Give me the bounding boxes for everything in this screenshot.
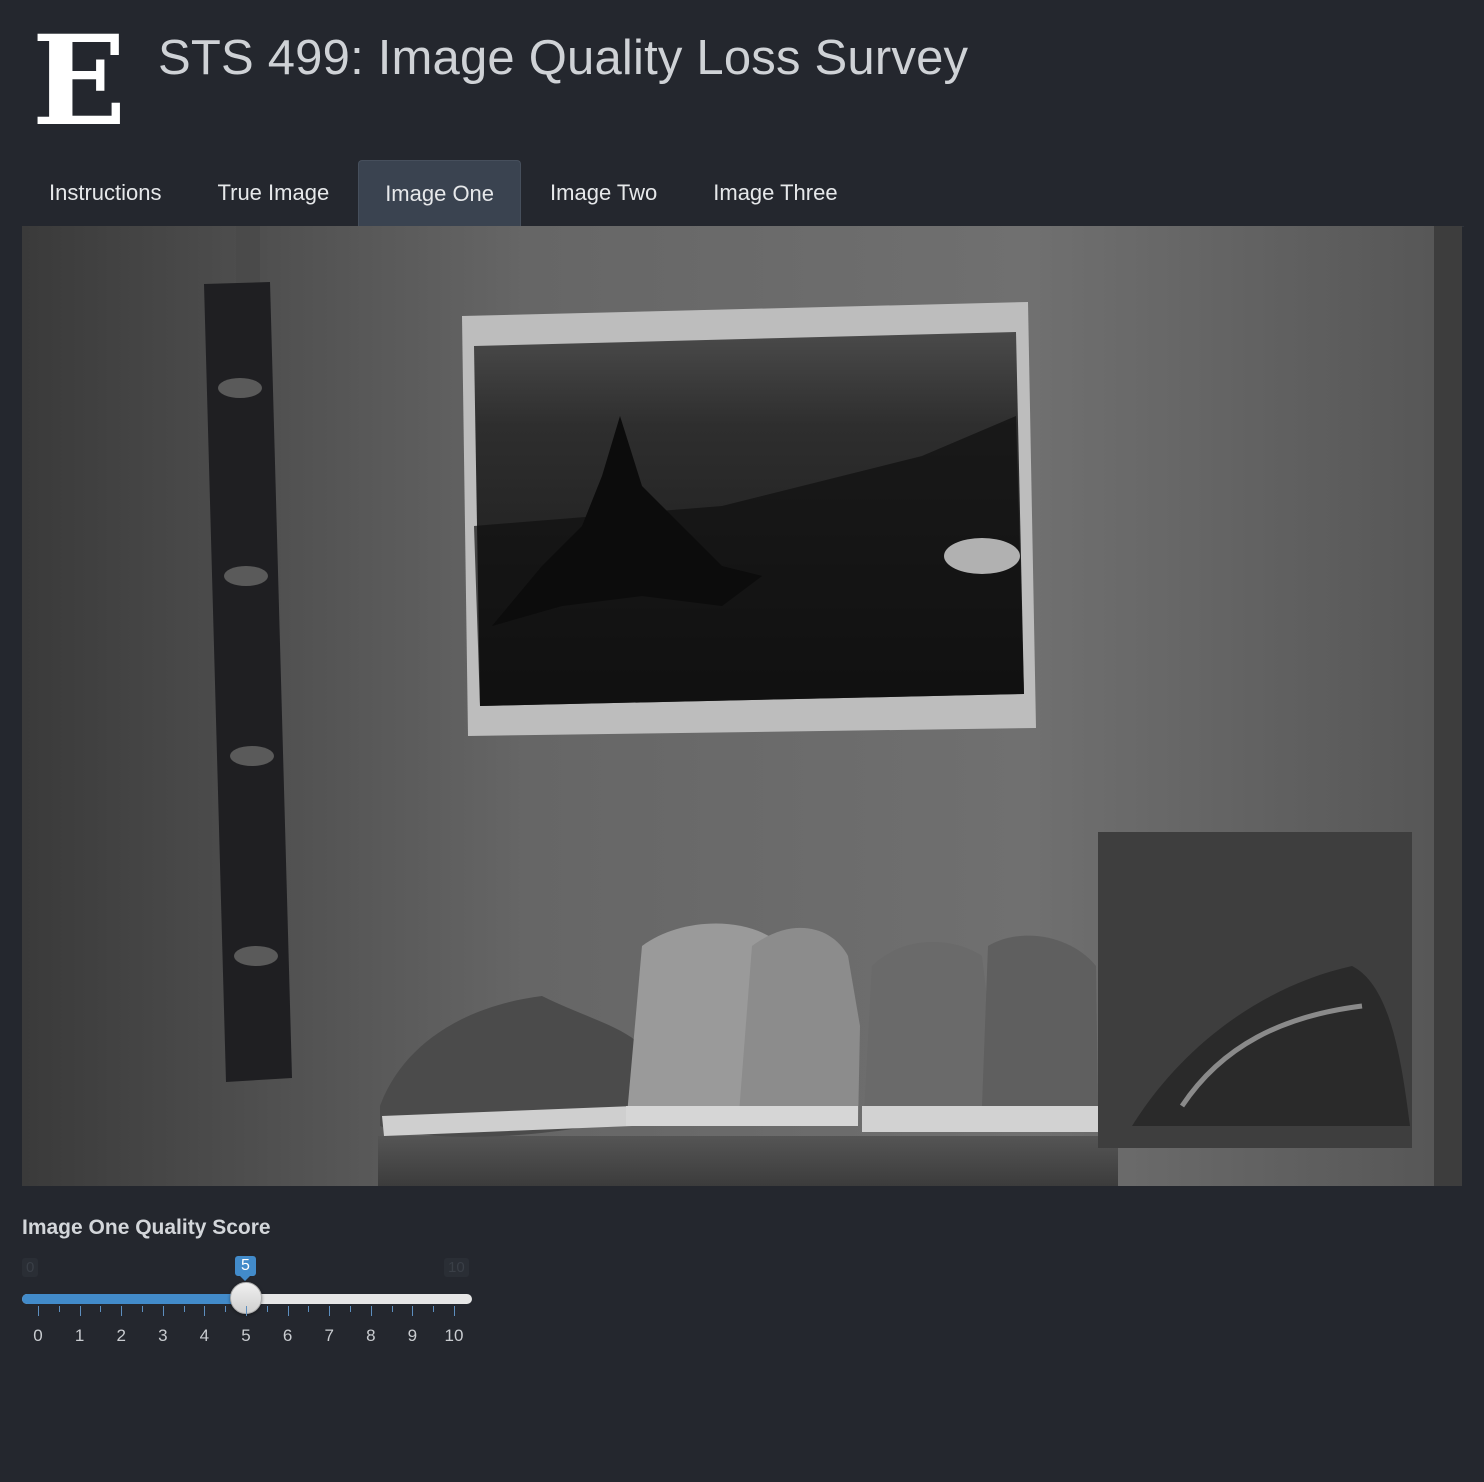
tab-label: Image Three: [713, 179, 838, 205]
quality-score-slider: Image One Quality Score 0 10 5 0 1 2 3 4 5 6 7 8…: [22, 1216, 482, 1356]
slider-tick-label: 0: [33, 1326, 43, 1345]
slider-minor-tick: [308, 1306, 310, 1312]
slider-minor-tick: [142, 1306, 143, 1312]
slider-major-tick: [370, 1306, 372, 1316]
tab-image-three[interactable]: Image Three: [686, 160, 864, 224]
slider-tick-label: 5: [241, 1326, 251, 1345]
tab-label: Image One: [385, 180, 495, 206]
slider-tick-label: 9: [407, 1326, 418, 1345]
tab-bar: Instructions True Image Image One Image …: [22, 160, 1464, 227]
slider-major-tick: [38, 1306, 39, 1316]
slider-tick-label: 7: [324, 1326, 334, 1345]
slider-tick-label: 4: [199, 1326, 210, 1345]
slider-max-label: 10: [444, 1258, 469, 1277]
slider-minor-tick: [100, 1306, 102, 1312]
slider-minor-tick: [58, 1306, 60, 1312]
slider-label: Image One Quality Score: [22, 1216, 271, 1239]
logo-icon: E: [32, 26, 127, 132]
tab-label: True Image: [217, 179, 330, 205]
slider-major-tick: [79, 1306, 81, 1316]
slider-value-bubble: 5: [235, 1256, 256, 1281]
slider-major-tick: [287, 1306, 289, 1316]
slider-tick-label: 10: [444, 1326, 464, 1345]
page-header: E STS 499: Image Quality Loss Survey: [0, 0, 1484, 150]
slider-minor-tick: [391, 1306, 393, 1312]
page-title: STS 499: Image Quality Loss Survey: [158, 31, 969, 85]
slider-tick-label: 3: [158, 1326, 168, 1345]
slider-minor-tick: [266, 1306, 268, 1312]
slider-major-tick: [121, 1306, 123, 1316]
tab-true-image[interactable]: True Image: [191, 160, 357, 224]
tab-image-two[interactable]: Image Two: [523, 160, 684, 224]
svg-text:E: E: [32, 26, 127, 132]
slider-tick-label: 2: [116, 1326, 126, 1345]
slider-major-tick: [329, 1306, 331, 1316]
slider-tick-label: 8: [366, 1326, 376, 1345]
slider-minor-tick: [350, 1306, 351, 1312]
slider-major-tick: [412, 1306, 414, 1316]
tab-instructions[interactable]: Instructions: [22, 160, 189, 224]
slider-minor-tick: [433, 1306, 435, 1312]
slider-min-label: 0: [22, 1258, 39, 1277]
slider-major-tick: [162, 1306, 164, 1316]
tab-image-one[interactable]: Image One: [358, 160, 522, 226]
slider-minor-tick: [183, 1306, 185, 1312]
tab-label: Image Two: [550, 179, 658, 205]
survey-photo: [22, 226, 1462, 1186]
slider-tick-label: 1: [74, 1326, 85, 1345]
slider-minor-tick: [225, 1306, 227, 1312]
slider-major-tick: [246, 1306, 247, 1316]
photo-illustration: [22, 226, 1462, 1186]
slider-track-fill: [22, 1294, 246, 1304]
tab-label: Instructions: [49, 179, 162, 205]
slider-tick-label: 6: [282, 1326, 293, 1345]
slider-major-tick: [454, 1306, 455, 1316]
slider-major-tick: [204, 1306, 206, 1316]
